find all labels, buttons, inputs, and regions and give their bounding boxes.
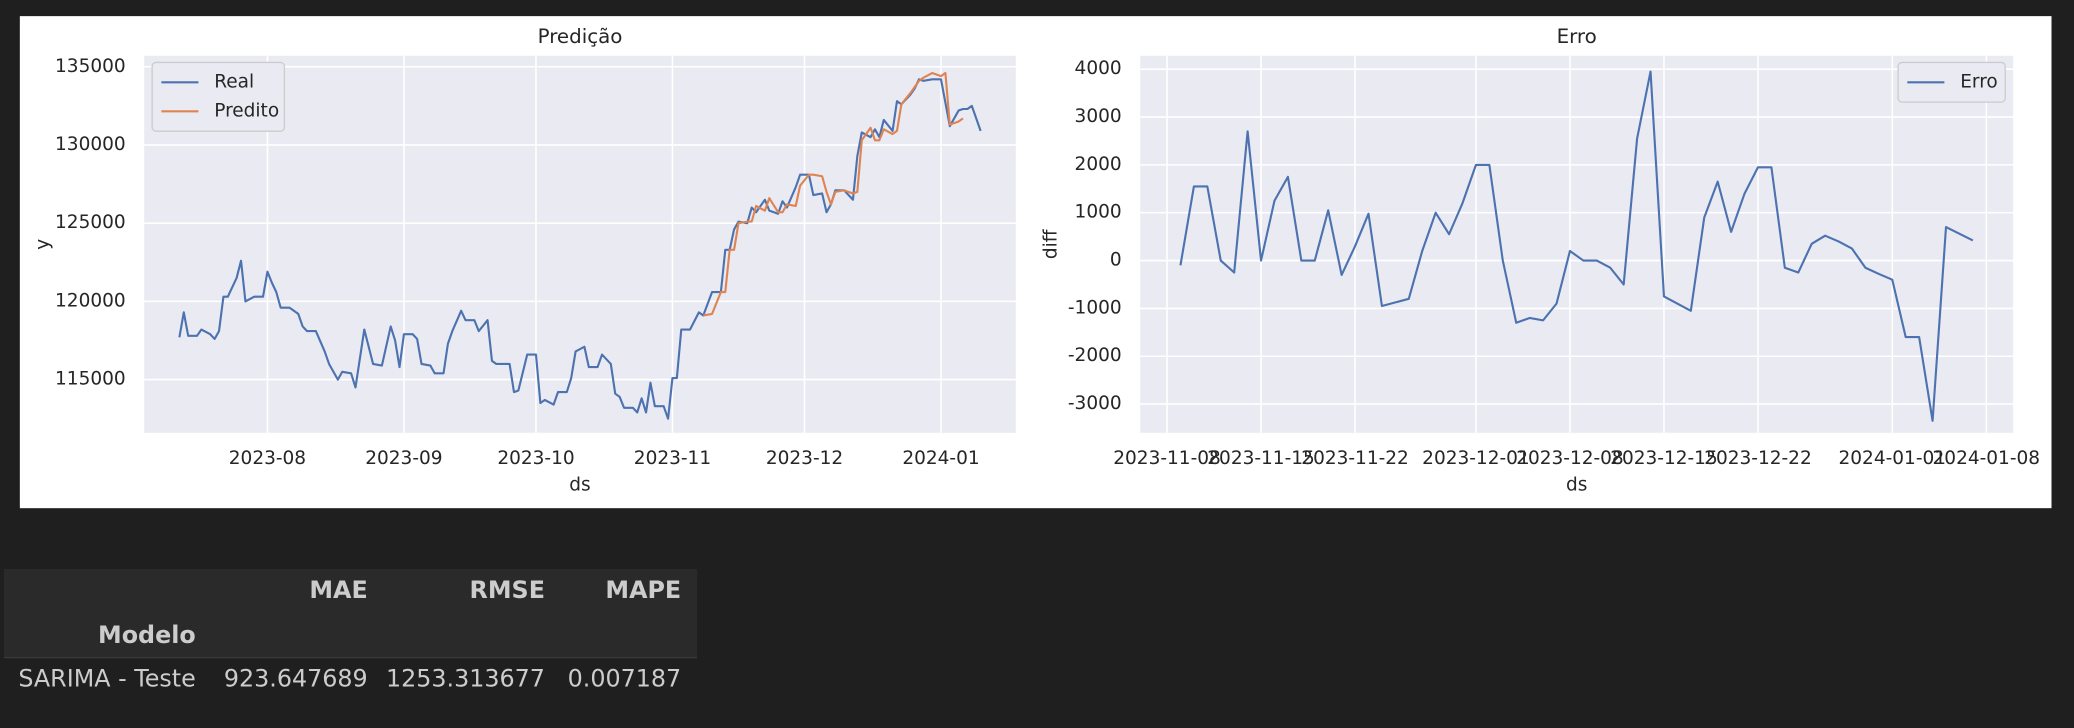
x-tick-label: 2023-09 <box>365 448 442 469</box>
y-tick-label: -2000 <box>1068 345 1122 366</box>
x-tick-label: 2023-10 <box>497 448 574 469</box>
legend-label: Predito <box>214 100 279 121</box>
table-cell: 0.007187 <box>568 665 682 693</box>
y-tick-label: 135000 <box>55 56 126 77</box>
legend-box <box>1897 61 2006 103</box>
x-axis-label: ds <box>569 475 590 496</box>
table-cell: 1253.313677 <box>386 665 545 693</box>
x-tick-label: 2023-12 <box>766 448 843 469</box>
chart-title: Erro <box>1557 25 1597 48</box>
y-tick-label: 4000 <box>1075 58 1122 79</box>
x-axis-label: ds <box>1566 475 1587 496</box>
x-tick-label: 2023-11 <box>634 448 711 469</box>
legend-label: Erro <box>1960 71 1997 92</box>
legend-label: Real <box>214 71 254 92</box>
x-tick-label: 2023-12-15 <box>1610 448 1718 469</box>
plot-background <box>144 55 1016 433</box>
y-tick-label: -3000 <box>1068 393 1122 414</box>
y-tick-label: 2000 <box>1075 154 1122 175</box>
x-tick-label: 2023-12-01 <box>1422 448 1530 469</box>
chart-title: Predição <box>538 25 623 48</box>
x-tick-label: 2023-11-08 <box>1113 448 1221 469</box>
table-header-background <box>3 569 698 658</box>
y-axis-label: diff <box>1041 228 1062 259</box>
x-tick-label: 2023-12-22 <box>1704 448 1812 469</box>
column-header: MAE <box>309 576 367 604</box>
table-cell: 923.647689 <box>224 665 368 693</box>
x-tick-label: 2023-12-08 <box>1516 448 1624 469</box>
series-line <box>1179 70 1974 422</box>
x-tick-label: 2023-11-15 <box>1207 448 1315 469</box>
column-header: RMSE <box>470 576 545 604</box>
legend-box <box>151 61 286 132</box>
y-tick-label: 0 <box>1110 250 1122 271</box>
x-tick-label: 2023-08 <box>229 448 306 469</box>
row-index: SARIMA - Teste <box>18 665 195 693</box>
y-tick-label: 3000 <box>1075 106 1122 127</box>
y-tick-label: 1000 <box>1075 202 1122 223</box>
y-tick-label: 115000 <box>55 369 126 390</box>
column-header: MAPE <box>605 576 681 604</box>
x-tick-label: 2024-01-08 <box>1933 448 2041 469</box>
index-name: Modelo <box>98 621 196 649</box>
plot-background <box>1140 55 2014 433</box>
series-line <box>703 71 964 317</box>
y-axis-label: y <box>33 239 54 250</box>
y-tick-label: 120000 <box>55 290 126 311</box>
y-tick-label: 125000 <box>55 212 126 233</box>
x-tick-label: 2024-01 <box>902 448 979 469</box>
x-tick-label: 2024-01-01 <box>1839 448 1947 469</box>
y-tick-label: 130000 <box>55 134 126 155</box>
x-tick-label: 2023-11-22 <box>1301 448 1409 469</box>
y-tick-label: -1000 <box>1068 297 1122 318</box>
